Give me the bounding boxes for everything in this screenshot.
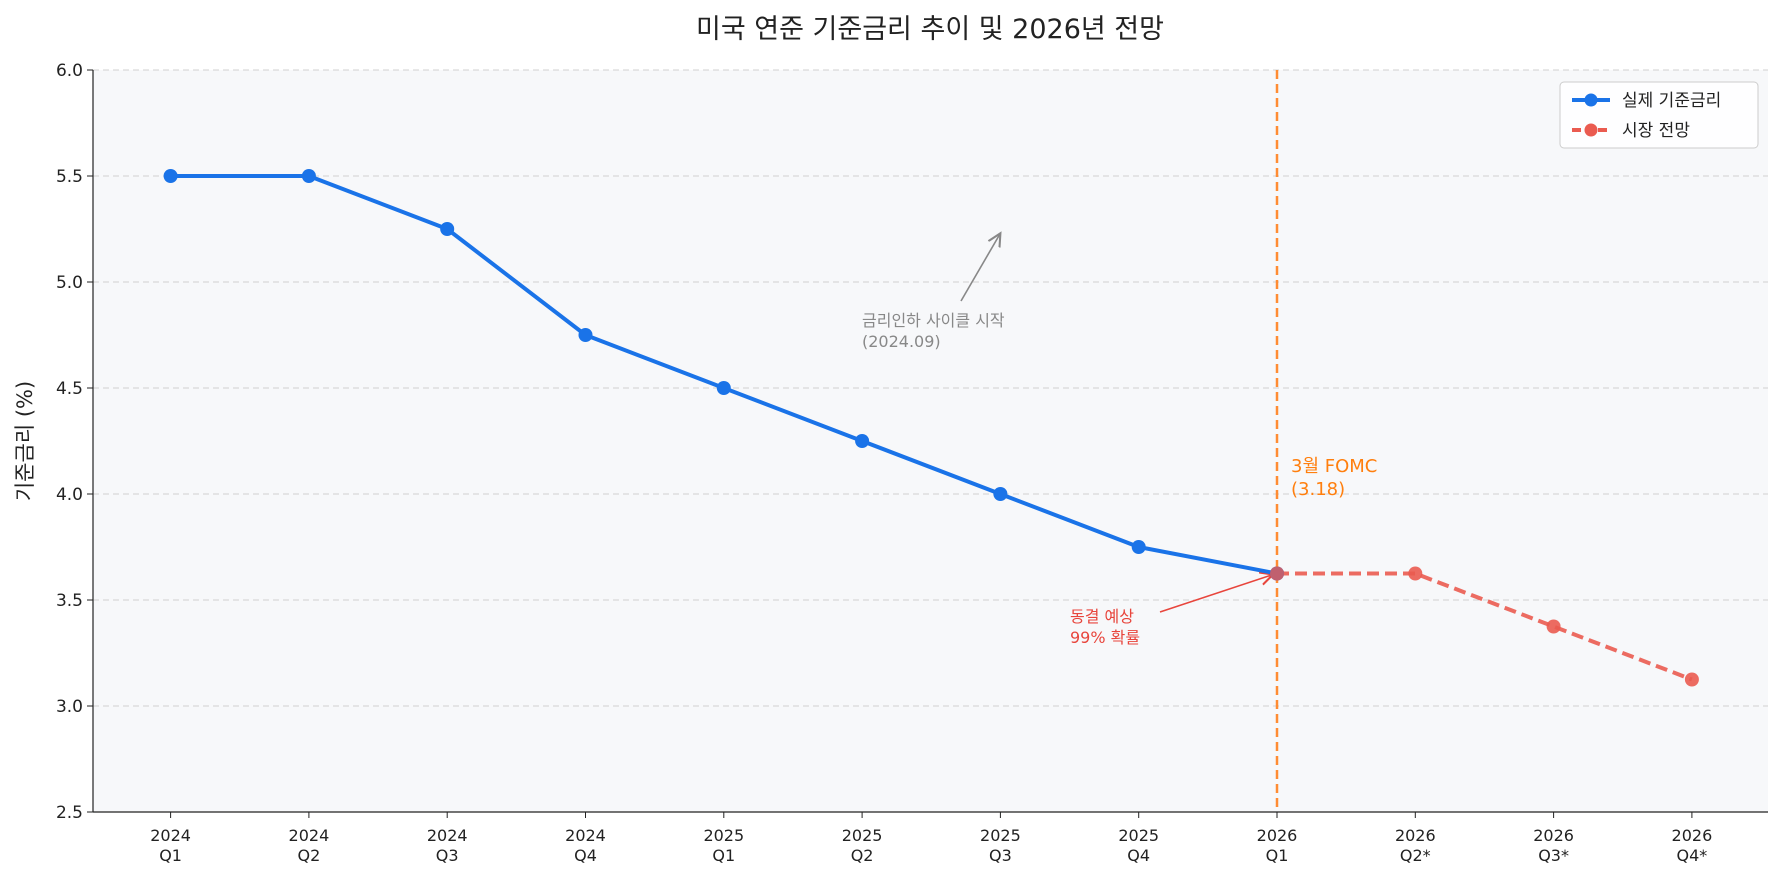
x-tick-label-quarter: Q4: [574, 846, 597, 865]
svg-text:3월 FOMC: 3월 FOMC: [1291, 456, 1377, 477]
x-tick-label-quarter: Q3: [989, 846, 1012, 865]
data-point-actual: [163, 169, 178, 183]
x-tick-label-year: 2024: [289, 826, 330, 845]
annotation-hold: 동결 예상 99% 확률: [1070, 607, 1140, 647]
data-point-forecast: [1546, 619, 1561, 634]
x-tick-label-year: 2024: [427, 826, 468, 845]
y-tick-label: 5.0: [56, 273, 83, 293]
y-tick-label: 3.0: [56, 697, 83, 717]
x-tick-label-year: 2026: [1395, 826, 1436, 845]
x-tick-label-year: 2026: [1257, 826, 1298, 845]
x-tick-label-year: 2024: [565, 826, 606, 845]
x-tick-label-quarter: Q3*: [1538, 846, 1569, 865]
data-point-actual: [440, 222, 455, 236]
x-tick-label-year: 2026: [1533, 826, 1574, 845]
x-tick-label-year: 2025: [1118, 826, 1159, 845]
chart-title: 미국 연준 기준금리 추이 및 2026년 전망: [696, 14, 1164, 45]
annotation-arrow-cut-start: [960, 233, 1000, 302]
legend-marker-forecast: [1584, 123, 1598, 137]
y-tick-label: 5.5: [56, 167, 83, 187]
svg-text:99% 확률: 99% 확률: [1070, 628, 1140, 647]
y-tick-label: 4.5: [56, 379, 83, 399]
svg-text:(2024.09): (2024.09): [862, 332, 941, 351]
x-tick-label-quarter: Q2: [851, 846, 874, 865]
data-point-actual: [993, 487, 1008, 501]
svg-text:금리인하 사이클 시작: 금리인하 사이클 시작: [862, 311, 1005, 330]
x-tick-label-year: 2025: [703, 826, 744, 845]
x-tick-label-quarter: Q4*: [1677, 846, 1708, 865]
x-tick-label-year: 2025: [980, 826, 1021, 845]
data-point-forecast: [1684, 672, 1699, 687]
y-tick-label: 3.5: [56, 591, 83, 611]
x-tick-label-year: 2024: [150, 826, 191, 845]
y-tick-label: 6.0: [56, 61, 83, 81]
data-point-forecast: [1408, 566, 1423, 581]
data-point-actual: [301, 169, 316, 183]
x-tick-label-quarter: Q3: [436, 846, 459, 865]
x-tick-label-quarter: Q2*: [1400, 846, 1431, 865]
y-tick-label: 4.0: [56, 485, 83, 505]
data-point-actual: [1131, 540, 1146, 554]
legend: 실제 기준금리 시장 전망: [1559, 81, 1759, 149]
legend-marker-actual: [1584, 93, 1598, 107]
x-tick-label-year: 2025: [842, 826, 883, 845]
x-tick-label-quarter: Q2: [298, 846, 321, 865]
x-tick-label-quarter: Q1: [159, 846, 182, 865]
x-tick-label-quarter: Q1: [712, 846, 735, 865]
y-axis-label: 기준금리 (%): [13, 381, 37, 501]
svg-text:(3.18): (3.18): [1291, 479, 1345, 500]
data-point-actual: [855, 434, 870, 448]
plot-area: [93, 70, 1768, 812]
data-point-forecast: [1270, 566, 1284, 581]
legend-label-forecast: 시장 전망: [1622, 121, 1690, 141]
data-point-actual: [578, 328, 593, 342]
y-tick-label: 2.5: [56, 803, 83, 823]
fomc-label: 3월 FOMC (3.18): [1291, 456, 1377, 500]
svg-text:동결 예상: 동결 예상: [1070, 607, 1134, 626]
x-tick-label-quarter: Q1: [1266, 846, 1289, 865]
x-tick-label-quarter: Q4: [1127, 846, 1150, 865]
series-line-forecast: [1277, 571, 1693, 682]
annotation-cut-start: 금리인하 사이클 시작 (2024.09): [862, 311, 1005, 351]
data-point-actual: [716, 381, 731, 395]
annotation-arrow-hold: [1159, 575, 1273, 613]
x-tick-label-year: 2026: [1672, 826, 1713, 845]
legend-label-actual: 실제 기준금리: [1622, 91, 1721, 111]
